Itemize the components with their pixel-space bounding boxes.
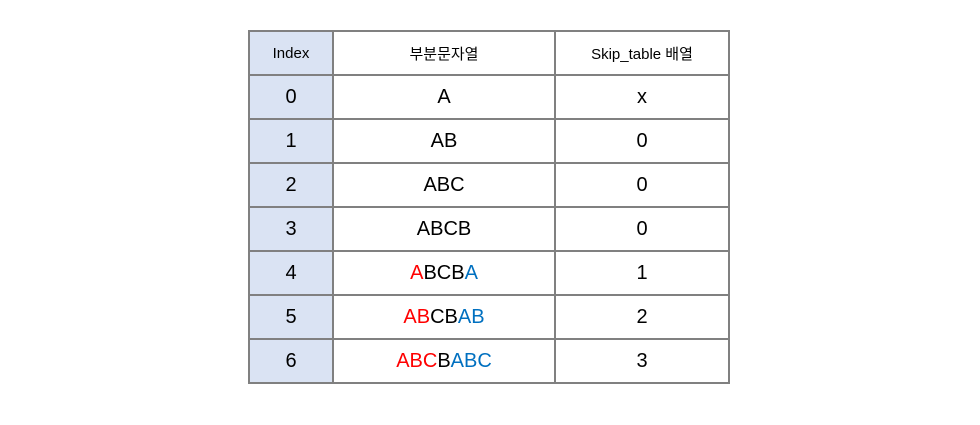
substring-cell: A	[332, 74, 556, 120]
header-index: Index	[248, 30, 334, 76]
substring-segment-black: CB	[430, 305, 458, 328]
index-cell: 6	[248, 338, 334, 384]
substring-segment-black: A	[437, 85, 451, 108]
header-skip: Skip_table 배열	[554, 30, 730, 76]
table-row: 5 ABCBAB 2	[248, 294, 730, 340]
substring-cell: ABCBABC	[332, 338, 556, 384]
substring-segment-red: A	[410, 261, 424, 284]
header-row: Index 부분문자열 Skip_table 배열	[248, 30, 730, 76]
substring-cell: ABC	[332, 162, 556, 208]
skip-value-cell: 0	[554, 206, 730, 252]
table-row: 6 ABCBABC 3	[248, 338, 730, 384]
substring-segment-black: AB	[430, 129, 458, 152]
skip-value-cell: 0	[554, 118, 730, 164]
header-substring: 부분문자열	[332, 30, 556, 76]
substring-segment-black: ABC	[423, 173, 465, 196]
substring-segment-red: ABC	[396, 349, 438, 372]
substring-segment-red: AB	[403, 305, 431, 328]
index-cell: 1	[248, 118, 334, 164]
skip-value-cell: x	[554, 74, 730, 120]
index-cell: 4	[248, 250, 334, 296]
index-cell: 2	[248, 162, 334, 208]
substring-cell: ABCBAB	[332, 294, 556, 340]
table-row: 1 AB 0	[248, 118, 730, 164]
table-row: 3 ABCB 0	[248, 206, 730, 252]
substring-segment-blue: ABC	[450, 349, 492, 372]
skip-value-cell: 3	[554, 338, 730, 384]
index-cell: 0	[248, 74, 334, 120]
substring-segment-black: ABCB	[416, 217, 472, 240]
skip-value-cell: 2	[554, 294, 730, 340]
skip-value-cell: 0	[554, 162, 730, 208]
substring-cell: AB	[332, 118, 556, 164]
substring-segment-blue: AB	[457, 305, 485, 328]
skip-value-cell: 1	[554, 250, 730, 296]
substring-cell: ABCB	[332, 206, 556, 252]
substring-cell: ABCBA	[332, 250, 556, 296]
index-cell: 3	[248, 206, 334, 252]
index-cell: 5	[248, 294, 334, 340]
table-row: 4 ABCBA 1	[248, 250, 730, 296]
table-row: 2 ABC 0	[248, 162, 730, 208]
substring-segment-blue: A	[464, 261, 478, 284]
substring-segment-black: B	[437, 349, 451, 372]
substring-segment-black: BCB	[423, 261, 465, 284]
